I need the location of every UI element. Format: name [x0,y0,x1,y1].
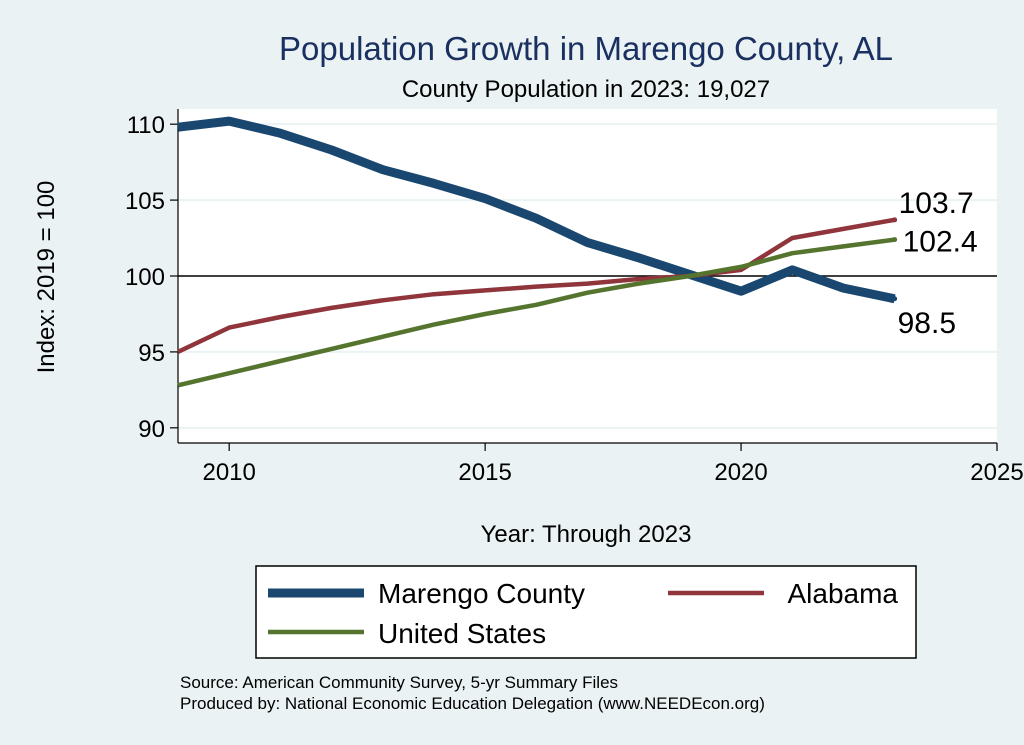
legend-label-2: United States [378,618,546,649]
x-axis-title: Year: Through 2023 [481,521,692,548]
x-tick-label: 2020 [714,459,767,486]
y-tick-label: 110 [127,112,165,139]
producer-note: Produced by: National Economic Education… [180,694,765,713]
series-line-2 [177,237,895,388]
x-tick-label: 2025 [970,459,1023,486]
legend: Marengo County Alabama United States [255,565,917,659]
chart-title: Population Growth in Marengo County, AL [279,30,893,67]
legend-box [255,565,917,659]
x-tick-label: 2010 [202,459,255,486]
y-tick-label: 100 [125,264,165,291]
series-end-point-1 [892,217,898,223]
y-tick-label: 105 [125,188,165,215]
legend-label-0: Marengo County [378,578,585,609]
x-tick-labels: 2010 2015 2020 2025 [202,459,1023,486]
series-end-point-0 [892,296,898,302]
series-line-0 [177,116,896,304]
y-tick-label: 90 [138,416,165,443]
y-tick-label: 95 [138,340,165,367]
y-axis-title: Index: 2019 = 100 [33,181,60,374]
x-tick-label: 2015 [458,459,511,486]
end-label-2: 102.4 [903,226,978,259]
end-labels: 98.5 103.7 102.4 [892,187,978,340]
series-end-point-2 [892,237,898,243]
end-label-1: 103.7 [899,187,974,220]
axes [170,109,998,451]
end-label-0: 98.5 [898,307,956,340]
source-note: Source: American Community Survey, 5-yr … [180,673,618,692]
legend-label-1: Alabama [787,578,898,609]
series-lines [177,116,896,388]
series-line-1 [177,217,895,354]
y-tick-labels: 90 95 100 105 110 [125,112,165,443]
chart-subtitle: County Population in 2023: 19,027 [402,76,770,103]
